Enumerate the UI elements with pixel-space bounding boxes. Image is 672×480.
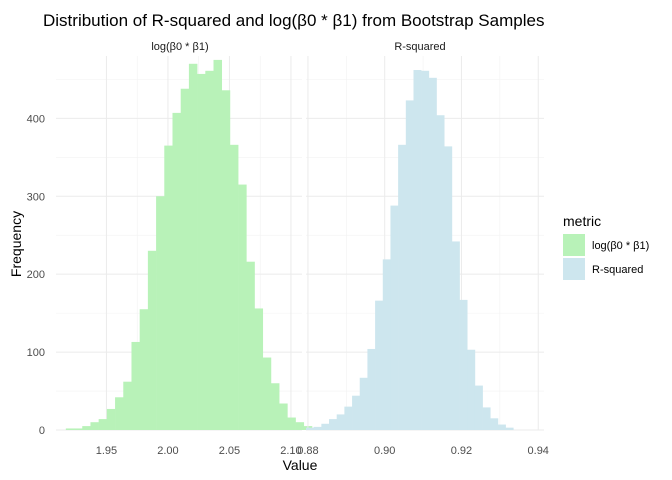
chart-title: Distribution of R-squared and log(β0 * β… — [43, 11, 544, 30]
histogram-bar-log-beta — [147, 250, 157, 430]
histogram-bar-log-beta — [262, 357, 272, 430]
histogram-bar-r-squared — [451, 241, 460, 430]
histogram-bar-r-squared — [467, 349, 476, 430]
histogram-bar-r-squared — [482, 407, 491, 430]
x-tick-label: 2.05 — [219, 445, 240, 457]
legend-key-log-beta — [563, 234, 585, 256]
histogram-bar-log-beta — [65, 428, 75, 430]
histogram-bar-r-squared — [375, 300, 384, 430]
histogram-bar-log-beta — [295, 422, 305, 430]
histogram-bar-r-squared — [352, 395, 361, 430]
histogram-bar-r-squared — [505, 427, 514, 430]
histogram-bar-log-beta — [123, 381, 132, 430]
x-tick-label: 2.10 — [280, 445, 301, 457]
histogram-bar-r-squared — [344, 406, 353, 430]
histogram-bar-log-beta — [90, 422, 99, 430]
facet-panels: 1.95 2.00 2.05 2.100.88 0.90 0.92 0.94 0 100 200 3… — [27, 56, 549, 457]
histogram-bar-log-beta — [131, 341, 140, 430]
x-tick-label: 1.95 — [96, 445, 117, 457]
y-tick-label: 200 — [27, 269, 45, 281]
histogram-bar-r-squared — [474, 385, 483, 430]
histogram-bar-r-squared — [497, 424, 506, 430]
histogram-bar-log-beta — [188, 63, 198, 431]
histogram-bar-r-squared — [459, 299, 468, 430]
histogram-bar-log-beta — [197, 73, 206, 430]
histogram-bar-log-beta — [254, 308, 264, 430]
histogram-bar-log-beta — [238, 184, 247, 430]
y-tick-label: 300 — [27, 191, 45, 203]
histogram-bar-r-squared — [436, 115, 445, 430]
histogram-bar-log-beta — [74, 428, 83, 430]
histogram-bar-log-beta — [270, 383, 280, 430]
legend: metric log(β0 * β1) R-squared — [563, 213, 649, 280]
histogram-bar-r-squared — [421, 70, 430, 430]
y-tick-label: 400 — [27, 113, 45, 125]
histogram-bar-r-squared — [405, 100, 414, 430]
histogram-bar-r-squared — [382, 259, 391, 430]
histogram-bar-r-squared — [306, 427, 314, 430]
histogram-bar-r-squared — [359, 377, 368, 430]
histogram-bar-log-beta — [213, 59, 223, 430]
legend-key-r-squared — [563, 258, 585, 280]
y-tick-label: 0 — [39, 425, 45, 437]
histogram-bar-r-squared — [367, 348, 376, 430]
facet-strip-label-log-beta: log(β0 * β1) — [151, 41, 208, 53]
legend-label-r-squared: R-squared — [592, 264, 643, 276]
x-axis-title: Value — [283, 457, 318, 473]
histogram-bar-log-beta — [164, 145, 173, 430]
x-tick-label: 0.88 — [297, 445, 318, 457]
histogram-bar-r-squared — [398, 144, 407, 430]
x-tick-label: 0.94 — [528, 445, 549, 457]
histogram-bar-log-beta — [98, 419, 108, 430]
histogram-bar-r-squared — [336, 414, 345, 430]
histogram-bar-r-squared — [329, 419, 338, 430]
histogram-bar-log-beta — [229, 144, 239, 430]
legend-title: metric — [563, 213, 601, 229]
histogram-bar-r-squared — [413, 70, 422, 431]
histogram-bar-log-beta — [246, 261, 255, 430]
histogram-bar-log-beta — [156, 196, 165, 430]
histogram-bar-log-beta — [106, 408, 116, 430]
x-tick-label: 0.90 — [374, 445, 395, 457]
histogram-bar-log-beta — [172, 112, 181, 431]
histogram-bar-log-beta — [221, 90, 231, 431]
histogram-bar-log-beta — [279, 403, 288, 430]
histogram-bar-log-beta — [205, 70, 214, 430]
facet-strip-label-r-squared: R-squared — [394, 41, 445, 53]
histogram-bar-log-beta — [287, 417, 296, 430]
histogram-bar-r-squared — [390, 205, 399, 430]
y-tick-label: 100 — [27, 347, 45, 359]
histogram-bar-log-beta — [82, 426, 91, 430]
y-axis-title: Frequency — [8, 211, 24, 277]
histogram-bar-r-squared — [490, 418, 499, 430]
histogram-bar-r-squared — [428, 77, 437, 431]
histogram-bar-log-beta — [115, 397, 124, 430]
histogram-bar-r-squared — [321, 423, 330, 430]
x-tick-label: 2.00 — [157, 445, 178, 457]
histogram-bar-log-beta — [180, 88, 190, 430]
x-tick-label: 0.92 — [451, 445, 472, 457]
histogram-bar-r-squared — [444, 146, 453, 430]
legend-label-log-beta: log(β0 * β1) — [592, 240, 649, 252]
histogram-bar-log-beta — [139, 309, 149, 430]
histogram-bar-r-squared — [313, 426, 322, 430]
